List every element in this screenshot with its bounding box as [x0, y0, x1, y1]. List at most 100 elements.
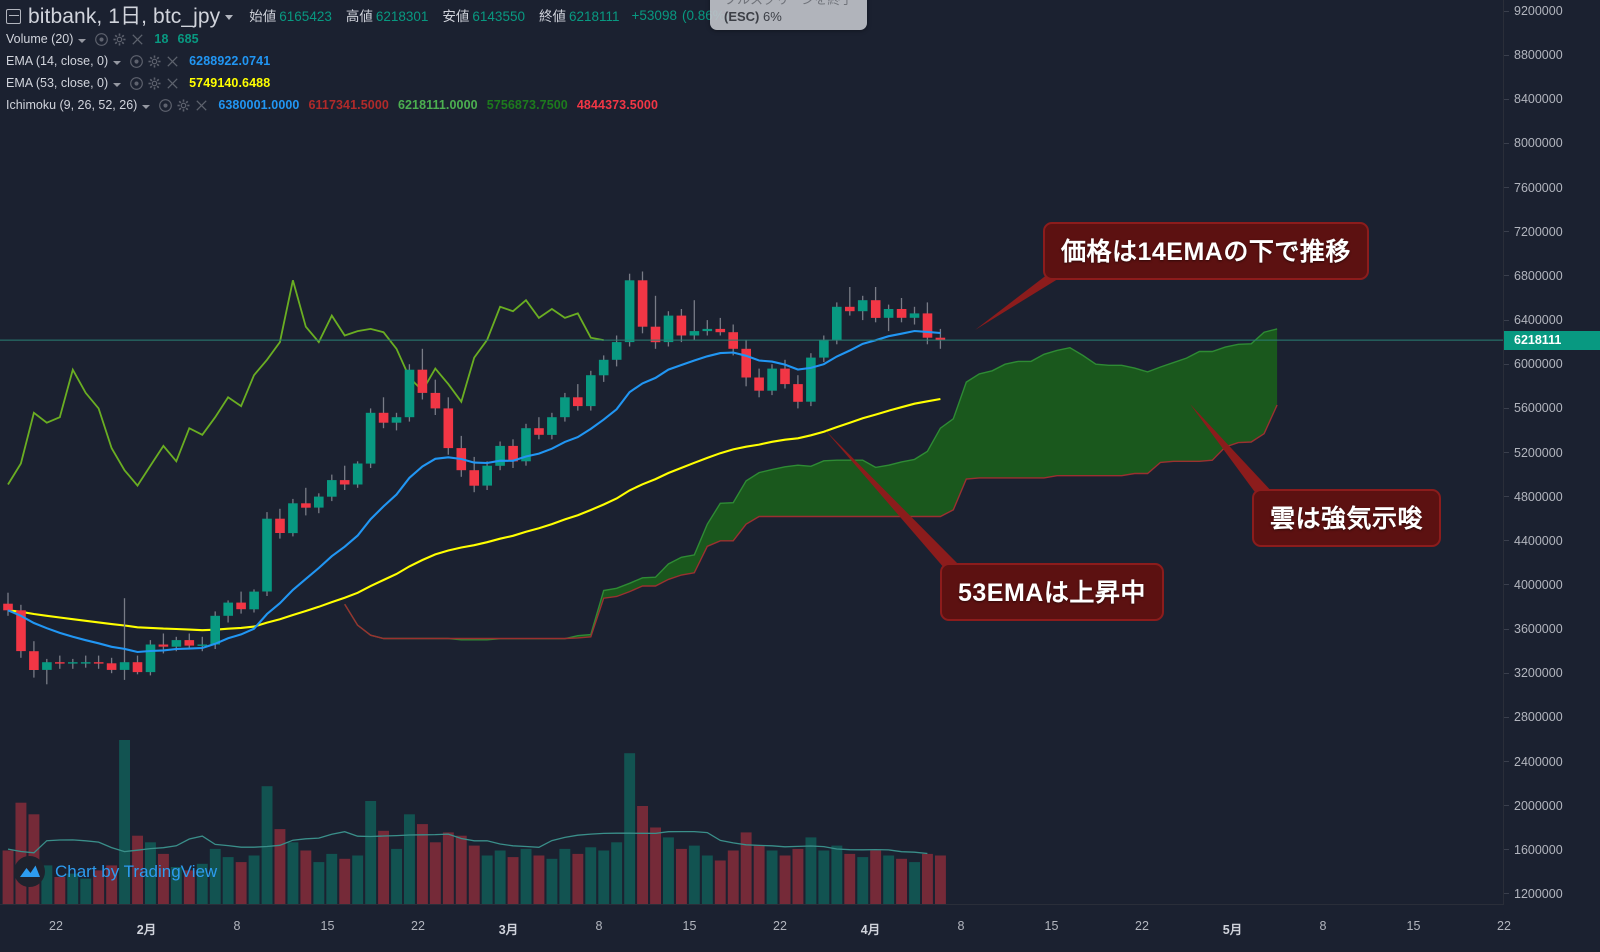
price-axis-tick-label: 6800000 [1514, 268, 1563, 283]
chikou-span-line [7, 280, 604, 488]
candle-body [767, 368, 777, 391]
price-axis-tick: 4800000 [1504, 489, 1600, 505]
volume-bar [145, 842, 156, 905]
volume-bar [93, 870, 105, 905]
volume-bar [896, 858, 907, 905]
time-axis-tick-label: 3月 [498, 923, 519, 937]
time-axis-tick-label: 8 [595, 919, 603, 933]
candle-body [715, 328, 726, 333]
volume-bar [158, 853, 169, 905]
candle-body [780, 368, 790, 385]
price-axis-tick-label: 9200000 [1514, 4, 1563, 19]
candle-body [586, 375, 596, 407]
candle-body [857, 300, 868, 312]
price-axis-tick-label: 5200000 [1514, 445, 1563, 460]
price-axis-tick: 6000000 [1504, 356, 1600, 372]
tradingview-watermark-text: Chart by TradingView [55, 861, 218, 881]
volume-bar [378, 830, 389, 905]
price-axis[interactable]: 9200000 8800000 8400000 8000000 7600000 72000… [1503, 0, 1600, 905]
candle-body [236, 602, 246, 610]
exit-fullscreen-toast[interactable]: フルスクリーンを終了 (ESC) 6% [710, 0, 868, 30]
annotation-cloud-bullish[interactable]: 雲は強気示唆 [1252, 489, 1442, 547]
tick-mark [1504, 142, 1509, 144]
candle-body [922, 313, 933, 338]
candle-body [3, 603, 13, 611]
volume-bar [365, 801, 377, 905]
candle-body [883, 309, 894, 318]
price-axis-tick-label: 4000000 [1514, 577, 1563, 592]
candle-body [482, 465, 492, 486]
volume-bar [935, 855, 946, 905]
tick-mark [1504, 452, 1509, 453]
chart-canvas [0, 271, 1504, 905]
tradingview-watermark[interactable]: Chart by TradingView [14, 856, 217, 887]
volume-bar [235, 862, 247, 905]
candle-body [223, 602, 233, 616]
volume-bar [261, 786, 273, 905]
annotation-53ema-rising[interactable]: 53EMAは上昇中 [940, 563, 1164, 621]
senkou-b-path [344, 404, 1278, 640]
tick-mark [1504, 805, 1509, 807]
candle-body [55, 662, 65, 664]
price-axis-tick: 2000000 [1504, 798, 1600, 814]
candle-body [534, 428, 544, 435]
candle-body [935, 337, 946, 341]
tick-mark [1504, 716, 1509, 718]
volume-bar [870, 850, 882, 905]
volume-bar [494, 850, 506, 905]
volume-bar [2, 850, 14, 905]
volume-bar [132, 835, 143, 905]
time-axis-tick-label: 8 [1319, 919, 1327, 933]
candle-body [560, 397, 570, 418]
candle-body [663, 315, 674, 343]
volume-bar [598, 850, 610, 905]
price-axis-tick-label: 3200000 [1514, 666, 1563, 681]
volume-bar [417, 824, 428, 905]
volume-bar [701, 855, 713, 905]
annotation-price-below-14ema[interactable]: 価格は14EMAの下で推移 [1043, 222, 1369, 280]
time-axis-tick-label: 22 [1135, 919, 1149, 933]
candle-body [288, 503, 298, 534]
volume-bar [442, 832, 454, 905]
volume-bar [844, 853, 856, 905]
tick-mark [1504, 275, 1509, 277]
tick-mark [1504, 584, 1509, 586]
candle-body [378, 412, 389, 423]
volume-bar [818, 850, 830, 905]
candle-body [314, 496, 324, 508]
volume-bar [533, 855, 545, 905]
candle-body [391, 417, 402, 423]
candle-body [119, 662, 130, 670]
volume-bar [520, 848, 532, 905]
tick-mark [1504, 98, 1509, 100]
tick-mark [1504, 187, 1509, 189]
time-axis-tick-label: 5月 [1222, 923, 1243, 937]
price-axis-tick: 1200000 [1504, 886, 1600, 902]
price-axis-tick-label: 2400000 [1514, 754, 1563, 769]
volume-bar [67, 873, 79, 905]
price-axis-tick-label: 8400000 [1514, 92, 1563, 107]
candle-body [637, 280, 648, 327]
candle-body [249, 591, 259, 610]
ema-53-line [7, 397, 941, 632]
price-axis-tick: 3200000 [1504, 665, 1600, 681]
time-axis[interactable]: 22 2月 8 15 22 3月 8 15 22 4月 8 15 22 5月 8 15 22 [0, 904, 1511, 952]
volume-bar [792, 848, 804, 905]
volume-bar [196, 863, 208, 905]
candlestick-series [3, 271, 946, 685]
candle-body [430, 392, 441, 409]
volume-bar [326, 853, 338, 905]
tick-mark [1504, 407, 1509, 409]
price-axis-tick: 5600000 [1504, 400, 1600, 416]
candle-body [145, 644, 156, 673]
volume-bar [15, 802, 27, 905]
candle-body [624, 280, 635, 343]
chart-plot-area[interactable] [0, 0, 1504, 905]
price-axis-tick: 4000000 [1504, 577, 1600, 593]
tick-mark [1504, 761, 1509, 763]
price-axis-tick: 9200000 [1504, 3, 1600, 19]
candle-body [676, 315, 687, 336]
volume-bar [766, 850, 778, 905]
time-axis-tick-label: 8 [233, 919, 241, 933]
volume-bars [2, 740, 946, 905]
